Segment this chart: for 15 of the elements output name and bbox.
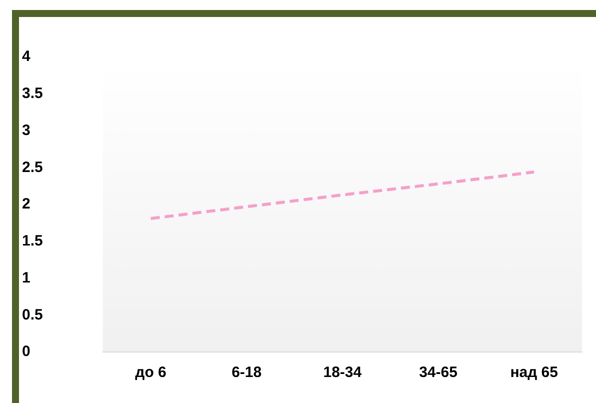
y-tick-label: 4 [22, 48, 31, 66]
y-tick-label: 2.5 [22, 158, 43, 176]
x-tick-label: 6-18 [232, 364, 262, 382]
y-tick-label: 1.5 [22, 232, 43, 250]
y-tick-label: 2 [22, 196, 30, 213]
x-tick-label: 18-34 [323, 364, 362, 382]
y-tick-label: 3 [22, 122, 30, 139]
y-tick-label: 1 [22, 269, 30, 286]
x-tick-label: 34-65 [419, 364, 458, 382]
line-series [149, 170, 536, 220]
y-tick-label: 0.5 [22, 306, 43, 324]
x-tick-label: над 65 [510, 364, 558, 382]
x-tick-label: до 6 [135, 364, 166, 382]
y-tick-label: 0 [22, 343, 30, 360]
y-tick-label: 3.5 [22, 85, 43, 102]
